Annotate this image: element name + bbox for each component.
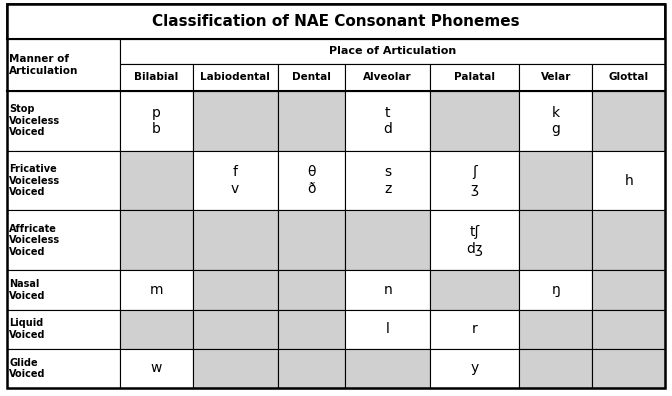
Bar — [278, 349, 345, 388]
Bar — [430, 349, 519, 388]
Text: Glide
Voiced: Glide Voiced — [9, 358, 46, 379]
Bar — [345, 349, 430, 388]
Bar — [345, 64, 430, 91]
Bar — [193, 211, 278, 270]
Bar — [519, 91, 592, 150]
Bar — [430, 270, 519, 310]
Text: s
z: s z — [384, 166, 391, 196]
Text: t
d: t d — [383, 106, 392, 136]
Text: y: y — [470, 362, 478, 375]
Bar — [120, 64, 193, 91]
Bar — [120, 270, 193, 310]
Bar — [592, 150, 665, 211]
Text: Palatal: Palatal — [454, 72, 495, 82]
Text: k
g: k g — [551, 106, 560, 136]
Bar — [592, 310, 665, 349]
Bar — [120, 211, 193, 270]
Bar — [345, 310, 430, 349]
Bar — [345, 211, 430, 270]
Text: f
v: f v — [231, 166, 239, 196]
Bar — [592, 211, 665, 270]
Text: Stop
Voiceless
Voiced: Stop Voiceless Voiced — [9, 104, 60, 137]
Bar — [278, 91, 345, 150]
Text: ʃ
ʒ: ʃ ʒ — [470, 166, 478, 196]
Bar — [430, 211, 519, 270]
Bar — [278, 270, 345, 310]
Bar — [430, 91, 519, 150]
Bar — [519, 349, 592, 388]
Bar — [120, 150, 193, 211]
Text: θ
ð: θ ð — [307, 166, 316, 196]
Text: Nasal
Voiced: Nasal Voiced — [9, 279, 46, 301]
Bar — [120, 349, 193, 388]
Bar — [592, 349, 665, 388]
Bar — [278, 64, 345, 91]
Bar — [193, 64, 278, 91]
Bar — [7, 91, 120, 150]
Bar — [519, 270, 592, 310]
Bar — [345, 150, 430, 211]
Text: m: m — [149, 283, 163, 297]
Bar — [519, 150, 592, 211]
Bar — [7, 310, 120, 349]
Text: Alveolar: Alveolar — [364, 72, 412, 82]
Text: Place of Articulation: Place of Articulation — [329, 46, 456, 57]
Text: Velar: Velar — [540, 72, 571, 82]
Text: Affricate
Voiceless
Voiced: Affricate Voiceless Voiced — [9, 224, 60, 257]
Bar — [120, 39, 665, 64]
Bar — [345, 91, 430, 150]
Bar — [519, 310, 592, 349]
Text: Fricative
Voiceless
Voiced: Fricative Voiceless Voiced — [9, 164, 60, 197]
Text: Labiodental: Labiodental — [200, 72, 270, 82]
Bar — [592, 64, 665, 91]
Bar — [7, 349, 120, 388]
Bar — [7, 4, 665, 39]
Bar — [592, 270, 665, 310]
Bar — [278, 211, 345, 270]
Text: p
b: p b — [152, 106, 161, 136]
Text: Bilabial: Bilabial — [134, 72, 178, 82]
Bar — [7, 39, 120, 91]
Bar — [193, 270, 278, 310]
Text: h: h — [624, 173, 633, 188]
Bar — [430, 310, 519, 349]
Text: ŋ: ŋ — [551, 283, 560, 297]
Text: tʃ
dʒ: tʃ dʒ — [466, 225, 483, 255]
Bar — [430, 150, 519, 211]
Bar — [7, 150, 120, 211]
Bar — [120, 310, 193, 349]
Bar — [519, 211, 592, 270]
Text: Manner of
Articulation: Manner of Articulation — [9, 54, 79, 76]
Bar — [592, 91, 665, 150]
Bar — [193, 310, 278, 349]
Bar — [193, 91, 278, 150]
Bar — [345, 270, 430, 310]
Text: Liquid
Voiced: Liquid Voiced — [9, 318, 46, 340]
Bar — [193, 150, 278, 211]
Bar — [278, 310, 345, 349]
Bar — [430, 64, 519, 91]
Bar — [7, 270, 120, 310]
Text: n: n — [383, 283, 392, 297]
Bar — [193, 349, 278, 388]
Bar — [7, 211, 120, 270]
Text: Glottal: Glottal — [609, 72, 648, 82]
Bar — [278, 150, 345, 211]
Bar — [120, 91, 193, 150]
Text: Classification of NAE Consonant Phonemes: Classification of NAE Consonant Phonemes — [152, 14, 520, 29]
Text: Dental: Dental — [292, 72, 331, 82]
Text: w: w — [151, 362, 162, 375]
Text: r: r — [472, 322, 478, 336]
Bar — [519, 64, 592, 91]
Text: l: l — [386, 322, 390, 336]
